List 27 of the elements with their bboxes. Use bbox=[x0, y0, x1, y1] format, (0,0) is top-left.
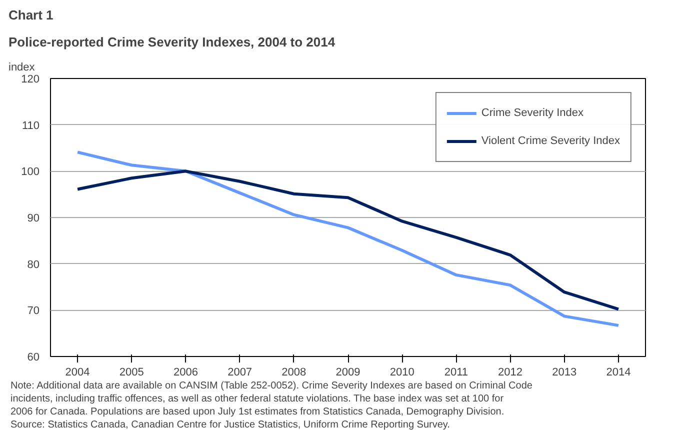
x-tick-label: 2014 bbox=[606, 366, 631, 378]
legend-label: Violent Crime Severity Index bbox=[481, 135, 620, 147]
chart-subtitle: Police-reported Crime Severity Indexes, 2004 to 2014 bbox=[8, 34, 336, 50]
line-series bbox=[76, 170, 620, 311]
line-series bbox=[76, 150, 620, 327]
y-tick-label: 80 bbox=[27, 258, 40, 271]
text: Note: Additional data are available on CANSIM (Table 252-0052). Crime Severity Indexes are based on Criminal Code incidents, including traffic offences, as well as other federal statute violations. The base index was set at 100 for 2006 for Canada. Populations are based upon July 1st estimates from Statistics Canada, Demography Division. bbox=[10, 380, 533, 418]
y-tick-label: 100 bbox=[21, 166, 40, 178]
y-tick-label: 70 bbox=[27, 305, 40, 318]
x-tick-label: 2005 bbox=[119, 366, 144, 378]
x-tick-label: 2010 bbox=[390, 366, 414, 378]
y-axis-title: index bbox=[8, 62, 36, 74]
x-tick-label: 2004 bbox=[65, 366, 90, 378]
x-tick-label: 2012 bbox=[498, 366, 523, 378]
y-tick-label: 120 bbox=[21, 74, 40, 86]
x-tick-label: 2013 bbox=[552, 366, 577, 378]
source-note: Source: Statistics Canada, Canadian Centre for Justice Statistics, Uniform Crime Reporting Survey. bbox=[10, 420, 450, 430]
x-tick-label: 2007 bbox=[228, 366, 252, 378]
y-tick-label: 110 bbox=[22, 120, 40, 132]
y-tick-label: 60 bbox=[27, 352, 40, 364]
x-tick-label: 2008 bbox=[282, 366, 306, 378]
x-tick-label: 2009 bbox=[336, 366, 360, 378]
x-tick-label: 2006 bbox=[173, 366, 198, 378]
x-tick-label: 2011 bbox=[444, 366, 468, 378]
legend-label: Crime Severity Index bbox=[481, 107, 584, 119]
chart-title: Chart 1 bbox=[8, 8, 54, 22]
y-tick-label: 90 bbox=[27, 212, 40, 224]
